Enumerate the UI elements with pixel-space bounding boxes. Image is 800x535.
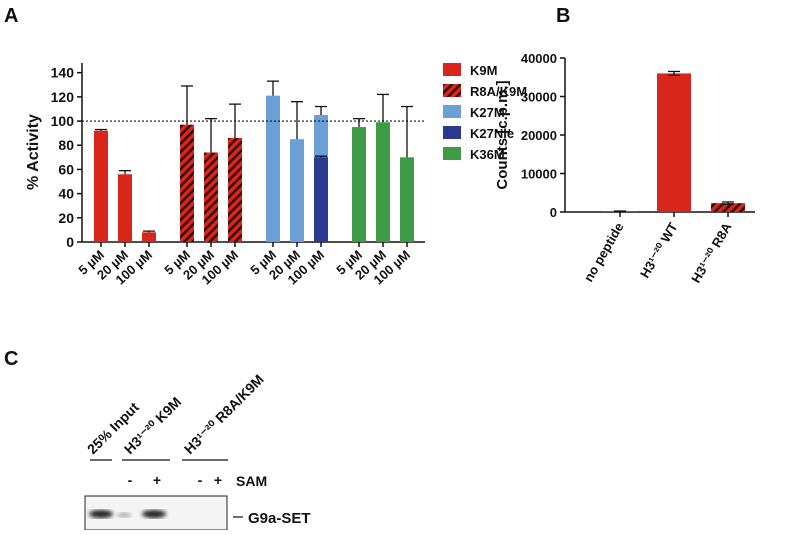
legend-label: K27M (470, 105, 505, 120)
bar (352, 127, 366, 242)
y-tick-label: 120 (51, 89, 75, 105)
y-tick-label: 20000 (521, 128, 557, 143)
y-tick-label: 40000 (521, 51, 557, 66)
sam-sign: - (198, 472, 203, 488)
panel-label: C (4, 348, 18, 370)
bar (94, 130, 108, 242)
sam-sign: + (214, 472, 222, 488)
y-axis-label: Counts [c.p.m.] (494, 80, 511, 189)
x-tick-label: H3¹⁻²⁰ R8A (688, 219, 735, 285)
y-tick-label: 0 (550, 205, 557, 220)
bar (118, 174, 132, 242)
y-tick-label: 140 (51, 65, 75, 81)
sam-sign: + (153, 472, 161, 488)
y-tick-label: 100 (51, 113, 75, 129)
sam-label: SAM (236, 473, 267, 489)
bar (290, 139, 304, 242)
bar (180, 124, 194, 242)
bar (228, 137, 242, 242)
legend-swatch (443, 63, 461, 76)
legend-label: K36M (470, 147, 505, 162)
legend-label: R8A/K9M (470, 84, 527, 99)
x-tick-label: no peptide (581, 220, 627, 284)
bar (204, 152, 218, 242)
bar (657, 73, 691, 213)
y-tick-label: 80 (58, 137, 74, 153)
gel-blot (84, 495, 228, 531)
y-tick-label: 60 (58, 161, 74, 177)
y-tick-label: 20 (58, 210, 74, 226)
gel-lines (90, 459, 243, 518)
x-tick-label: H3¹⁻²⁰ WT (637, 220, 681, 281)
legend-swatch (443, 105, 461, 118)
bar (711, 203, 745, 212)
y-tick-label: 0 (66, 234, 74, 250)
panel-label: B (556, 5, 570, 27)
band-label: G9a-SET (248, 510, 311, 527)
bar (142, 232, 156, 242)
legend-label: K27Nle (470, 126, 514, 141)
bar (376, 122, 390, 242)
y-tick-label: 30000 (521, 90, 557, 105)
panel-label: A (4, 5, 18, 27)
lane-label: H3¹⁻²⁰ R8A/K9M (181, 371, 267, 457)
legend-swatch (443, 84, 461, 97)
bar (314, 157, 328, 242)
y-tick-label: 40 (58, 186, 74, 202)
legend-label: K9M (470, 63, 497, 78)
legend-swatch (443, 126, 461, 139)
legend-swatch (443, 147, 461, 160)
y-tick-label: 10000 (521, 167, 557, 182)
sam-sign: - (128, 472, 133, 488)
bar (266, 95, 280, 243)
y-axis-label: % Activity (25, 114, 42, 190)
bar (400, 157, 414, 242)
